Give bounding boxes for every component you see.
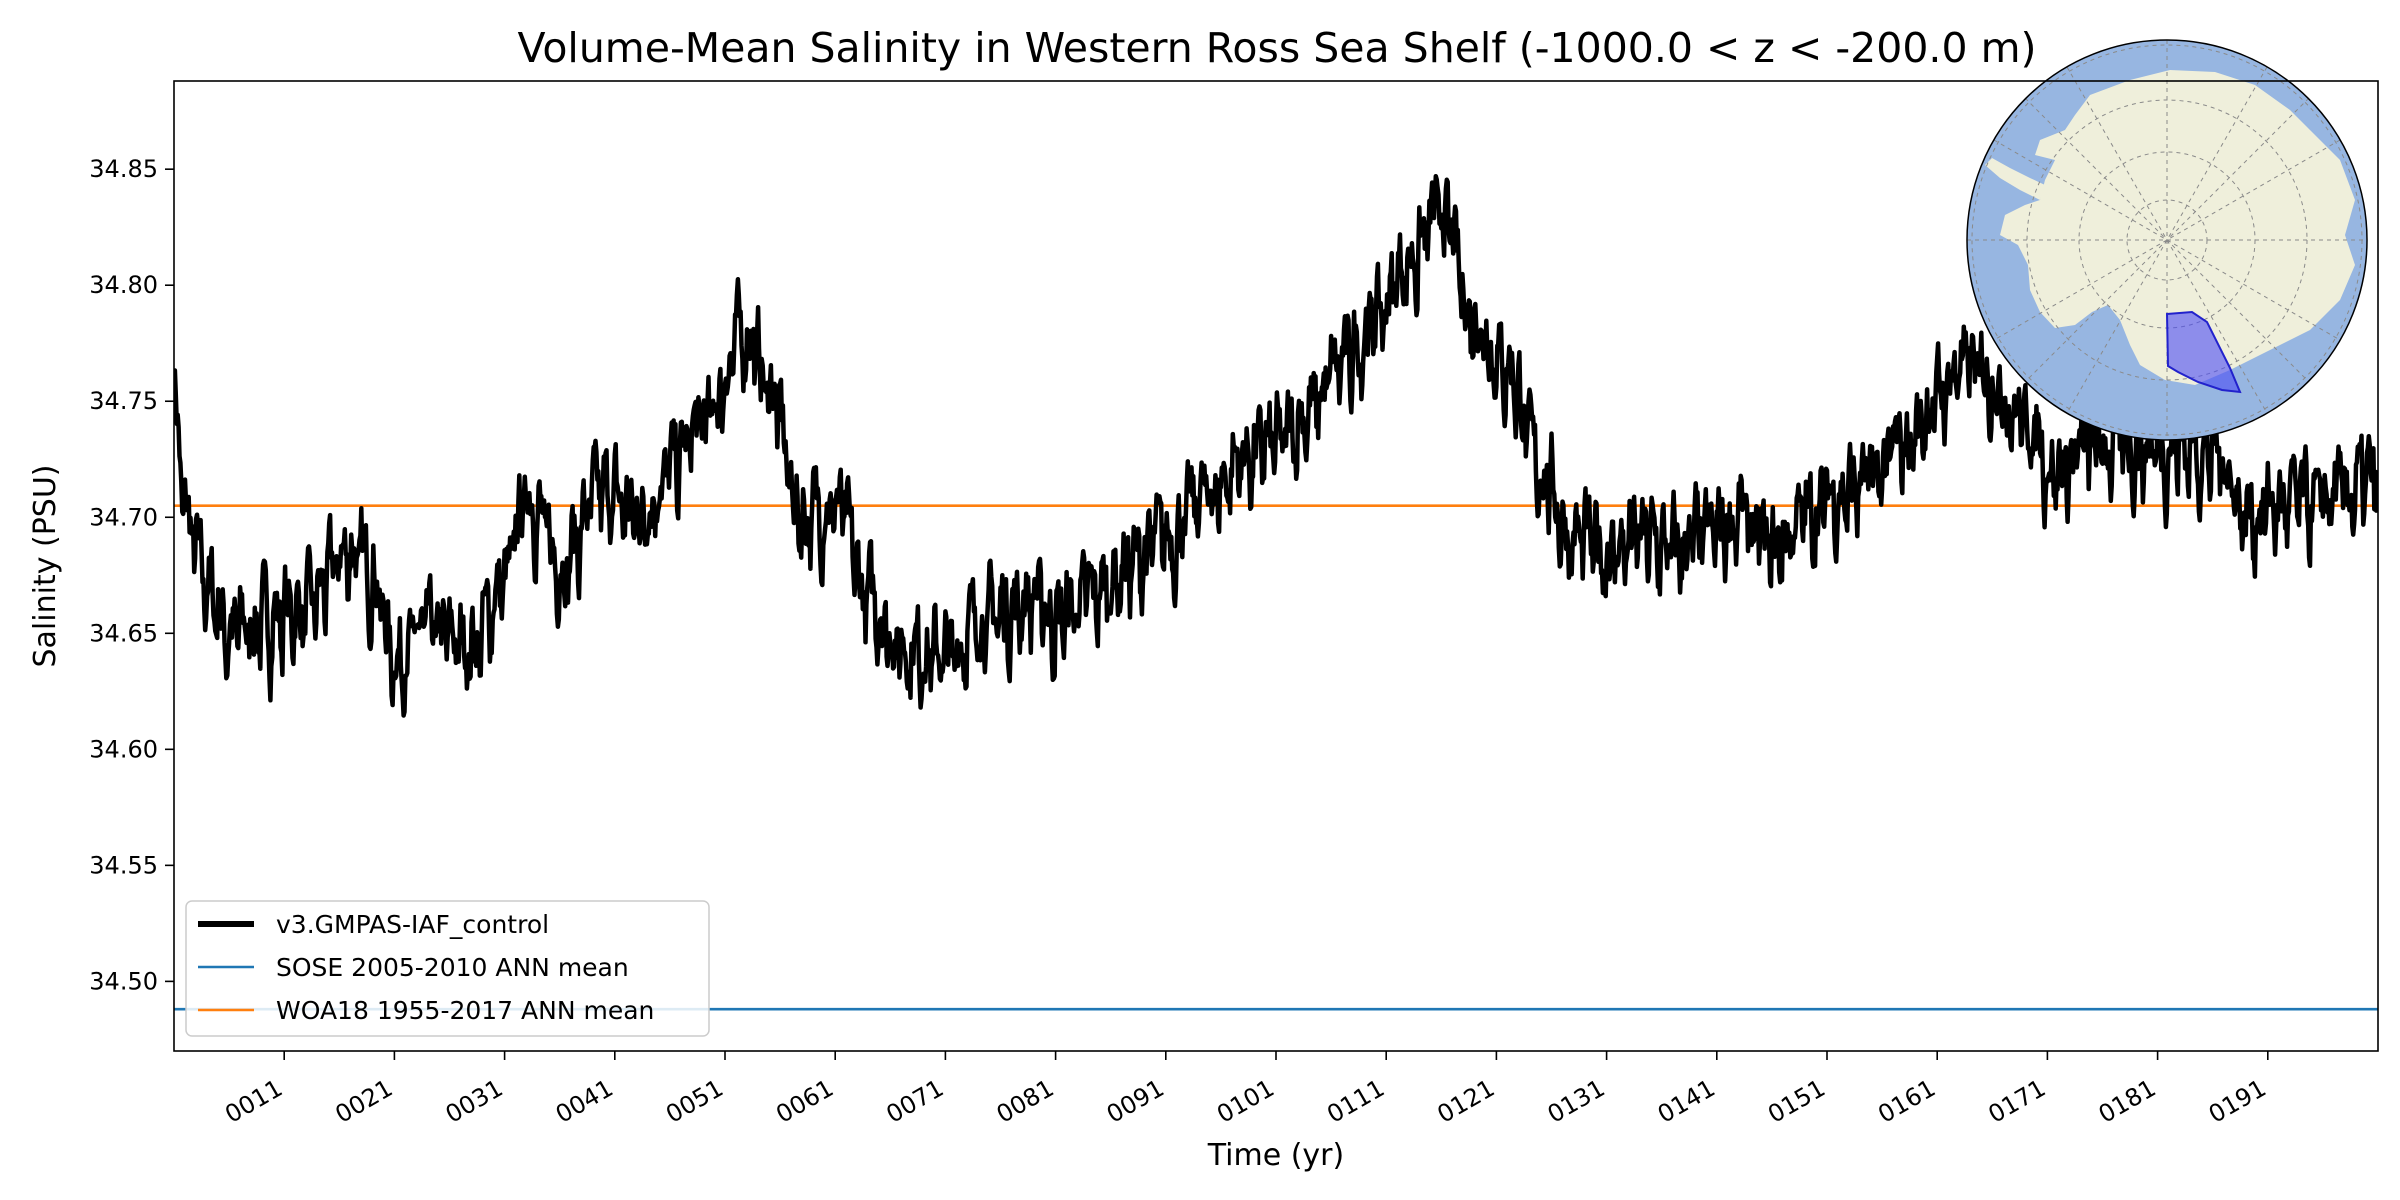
legend-box bbox=[185, 900, 710, 1037]
y-tick-label: 34.65 bbox=[89, 619, 158, 647]
x-tick-label: 0041 bbox=[551, 1074, 618, 1129]
x-tick-label: 0011 bbox=[220, 1074, 287, 1129]
x-tick-label: 0131 bbox=[1543, 1074, 1610, 1129]
western-ross-sea-region bbox=[2165, 310, 2242, 394]
x-tick-label: 0081 bbox=[992, 1074, 1059, 1129]
x-tick-label: 0091 bbox=[1102, 1074, 1169, 1129]
x-tick-label: 0101 bbox=[1212, 1074, 1279, 1129]
y-tick-label: 34.70 bbox=[89, 503, 158, 531]
y-tick-label: 34.80 bbox=[89, 271, 158, 299]
inset-graticule bbox=[1967, 40, 2367, 440]
x-axis-label: Time (yr) bbox=[1207, 1138, 1344, 1173]
x-tick-label: 0121 bbox=[1433, 1074, 1500, 1129]
x-tick-label: 0111 bbox=[1322, 1074, 1389, 1129]
inset-map bbox=[1966, 39, 2368, 441]
x-tick-label: 0151 bbox=[1763, 1074, 1830, 1129]
y-tick-label: 34.55 bbox=[89, 851, 158, 879]
x-tick-label: 0031 bbox=[441, 1074, 508, 1129]
y-tick-label: 34.85 bbox=[89, 155, 158, 183]
legend-label-control: v3.GMPAS-IAF_control bbox=[276, 910, 549, 939]
x-tick-label: 0171 bbox=[1984, 1074, 2051, 1129]
y-tick-label: 34.75 bbox=[89, 387, 158, 415]
legend-label-sose: SOSE 2005-2010 ANN mean bbox=[276, 953, 629, 982]
x-axis-ticks: 0011 0021 0031 0041 0051 0061 0071 0081 0091 0101… bbox=[220, 1051, 2271, 1129]
y-tick-label: 34.50 bbox=[89, 967, 158, 995]
chart-title: Volume-Mean Salinity in Western Ross Sea… bbox=[517, 24, 2036, 72]
x-tick-label: 0161 bbox=[1873, 1074, 1940, 1129]
x-tick-label: 0141 bbox=[1653, 1074, 1720, 1129]
antarctica-landmass bbox=[2000, 70, 2355, 385]
plot-frame bbox=[173, 80, 2379, 1052]
x-tick-label: 0051 bbox=[661, 1074, 728, 1129]
x-tick-label: 0191 bbox=[2204, 1074, 2271, 1129]
y-axis-label: Salinity (PSU) bbox=[28, 465, 63, 668]
legend: v3.GMPAS-IAF_control SOSE 2005-2010 ANN … bbox=[185, 900, 710, 1037]
legend-label-woa18: WOA18 1955-2017 ANN mean bbox=[276, 996, 654, 1025]
x-tick-label: 0061 bbox=[771, 1074, 838, 1129]
x-tick-label: 0021 bbox=[331, 1074, 398, 1129]
y-axis-ticks: 34.50 34.55 34.60 34.65 34.70 34.75 34.80 34.85 bbox=[89, 155, 174, 995]
data-lines bbox=[174, 173, 2378, 718]
antarctic-peninsula bbox=[1985, 158, 2045, 200]
x-tick-label: 0181 bbox=[2094, 1074, 2161, 1129]
x-tick-label: 0071 bbox=[882, 1074, 949, 1129]
series-line-control bbox=[174, 173, 2378, 718]
y-tick-label: 34.60 bbox=[89, 735, 158, 763]
